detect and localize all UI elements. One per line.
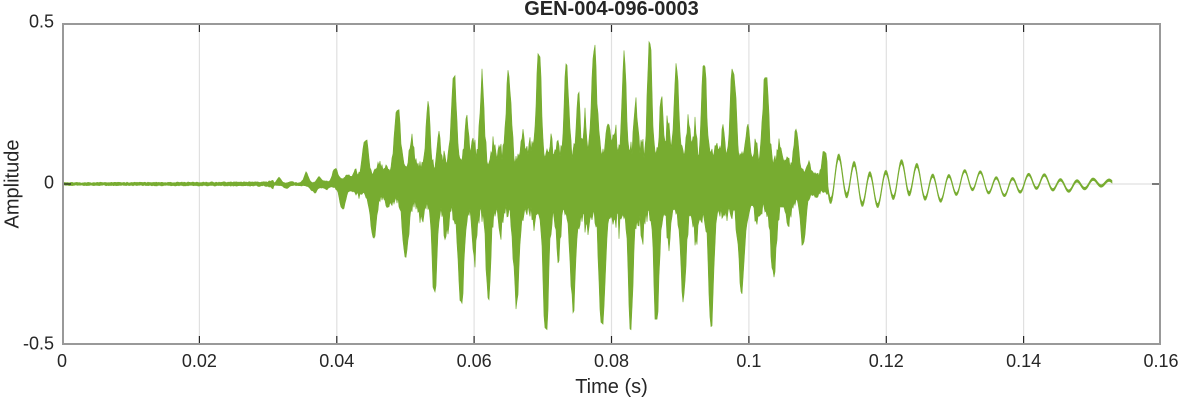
waveform-plot-svg xyxy=(62,23,1161,345)
x-tick-label: 0 xyxy=(56,351,68,371)
axis-box xyxy=(62,23,1161,345)
x-tick-label: 0.16 xyxy=(1143,351,1179,371)
x-tick-label: 0.08 xyxy=(593,351,630,371)
x-tick-label: 0.1 xyxy=(736,351,762,371)
x-axis-label: Time (s) xyxy=(575,376,648,398)
x-tick-label: 0.06 xyxy=(456,351,492,371)
y-tick-label: 0.5 xyxy=(28,11,54,32)
x-tick-label: 0.12 xyxy=(868,351,904,371)
x-tick-label: 0.14 xyxy=(1006,351,1042,371)
chart-title: GEN-004-096-0003 xyxy=(524,0,699,20)
y-tick-label: 0 xyxy=(43,172,54,193)
x-tick-label: 0.02 xyxy=(181,351,217,371)
y-tick-label: -0.5 xyxy=(22,333,54,354)
waveform-path xyxy=(62,40,1113,331)
plot-area xyxy=(62,23,1161,345)
x-tick-label: 0.04 xyxy=(319,351,355,371)
